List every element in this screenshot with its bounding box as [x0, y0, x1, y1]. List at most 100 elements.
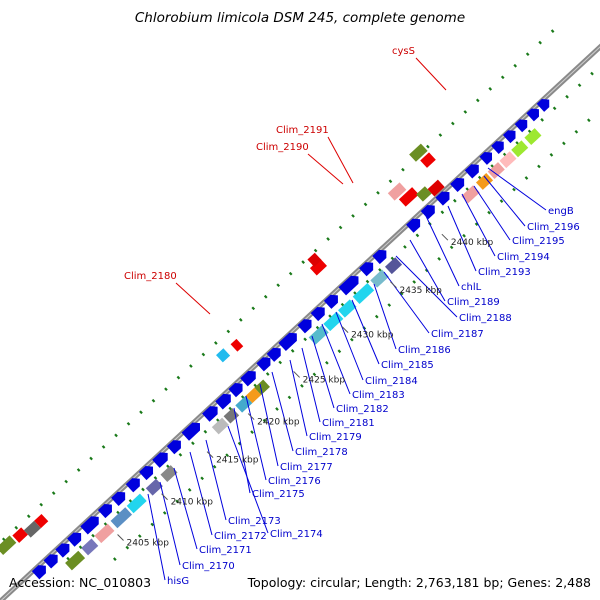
gene-box — [145, 478, 163, 496]
inner-leader-line — [461, 193, 496, 257]
inner-leader-line — [289, 359, 308, 437]
gc-dot — [449, 245, 454, 250]
inner-gene-label: Clim_2181 — [322, 418, 375, 429]
gene-box — [160, 465, 178, 482]
inner-leader-line — [447, 205, 477, 272]
outer-leader-line — [415, 57, 447, 91]
gc-dot — [164, 387, 168, 392]
feature-shape — [323, 311, 344, 332]
gc-dot — [437, 256, 441, 261]
feature-shape — [145, 478, 163, 496]
inner-gene-label: Clim_2194 — [497, 252, 550, 263]
feature-shape — [398, 187, 419, 207]
cds-shape — [97, 503, 112, 519]
gc-dot — [187, 488, 192, 492]
tick-label: 2425 kbp — [303, 375, 346, 385]
tick-layer: 2405 kbp 2410 kbp 2415 kbp 2420 kbp 2425 kbp… — [117, 233, 494, 549]
feature-shape — [65, 550, 86, 571]
feature-shape — [370, 269, 389, 288]
cds-shape — [111, 491, 126, 506]
gc-dot — [577, 83, 582, 88]
gene-box — [499, 151, 517, 169]
gc-dot — [76, 468, 81, 472]
gene-box — [110, 507, 133, 529]
gc-dot — [189, 364, 193, 368]
feature-shape — [420, 152, 436, 168]
inner-gene-label: Clim_2174 — [270, 529, 323, 540]
gc-dot — [500, 75, 505, 80]
inner-leader-line — [487, 167, 547, 211]
gc-dot — [376, 190, 380, 195]
cds-arrow — [514, 119, 528, 133]
feature-shape — [126, 493, 147, 514]
gc-dot — [415, 233, 420, 238]
outer-gene-box — [409, 143, 428, 162]
cds-arrow — [240, 370, 256, 387]
cds-arrow — [435, 191, 450, 206]
gc-dot — [39, 502, 44, 507]
inner-gene-label: Clim_2195 — [512, 236, 565, 247]
gc-dot — [538, 40, 542, 45]
inner-gene-label: Clim_2173 — [228, 516, 281, 527]
gc-dot — [426, 144, 430, 149]
inner-leader-line — [335, 311, 364, 381]
cds-arrow — [502, 130, 516, 144]
feature-shape — [387, 182, 407, 201]
gc-dot — [251, 306, 256, 311]
gc-dot — [225, 453, 229, 458]
cds-shape — [450, 177, 465, 193]
tick-label: 2435 kbp — [399, 286, 442, 296]
gc-dot — [388, 179, 393, 184]
tick-mark — [206, 451, 214, 458]
cds-arrow — [479, 152, 493, 165]
feature-shape — [235, 395, 253, 413]
inner-gene-label: engB — [548, 206, 574, 217]
gc-dot — [462, 233, 466, 238]
cds-shape — [80, 516, 99, 535]
tick-label: 2415 kbp — [216, 456, 259, 466]
gc-dot — [401, 167, 405, 172]
gc-dot — [313, 248, 318, 253]
gc-dot — [513, 63, 518, 68]
tick-mark — [293, 371, 301, 378]
cds-arrow — [372, 249, 387, 265]
cds-shape — [228, 383, 243, 398]
inner-gene-label: Clim_2179 — [309, 432, 362, 443]
cds-arrow — [152, 452, 168, 468]
outer-gene-box — [34, 513, 49, 529]
inner-leader-line — [259, 383, 279, 467]
inner-leader-line — [301, 347, 321, 423]
outer-gene-box — [309, 258, 327, 276]
cds-shape — [323, 294, 338, 309]
cds-shape — [181, 422, 201, 441]
cds-arrow — [323, 294, 338, 309]
gc-dot — [91, 533, 95, 538]
gc-dot — [162, 511, 167, 515]
inner-gene-label: Clim_2182 — [336, 404, 389, 415]
inner-gene-label: Clim_2171 — [199, 545, 252, 556]
inner-leader-line — [395, 255, 458, 318]
cds-arrow — [536, 99, 550, 112]
gc-dot — [303, 337, 307, 342]
inner-gene-label: Clim_2186 — [398, 345, 451, 356]
inner-gene-label: Clim_2177 — [280, 462, 333, 473]
tick-mark — [161, 493, 168, 501]
cds-arrow — [215, 393, 231, 410]
inner-leader-line — [351, 299, 380, 365]
cds-arrow — [406, 218, 421, 233]
gc-dot — [14, 525, 19, 530]
gc-dot — [226, 329, 231, 334]
feature-shape — [338, 299, 357, 318]
outer-gene-box — [0, 535, 17, 555]
cds-arrow — [266, 347, 281, 362]
inner-leader-line — [311, 335, 335, 409]
gene-box — [475, 172, 494, 190]
gc-dot — [137, 534, 142, 538]
gc-dot — [512, 187, 516, 192]
cds-shape — [215, 393, 231, 410]
label-leaders — [147, 57, 547, 581]
cds-arrow — [420, 205, 435, 220]
cds-shape — [256, 357, 271, 372]
backbone — [0, 43, 600, 600]
gc-dot — [565, 94, 569, 99]
